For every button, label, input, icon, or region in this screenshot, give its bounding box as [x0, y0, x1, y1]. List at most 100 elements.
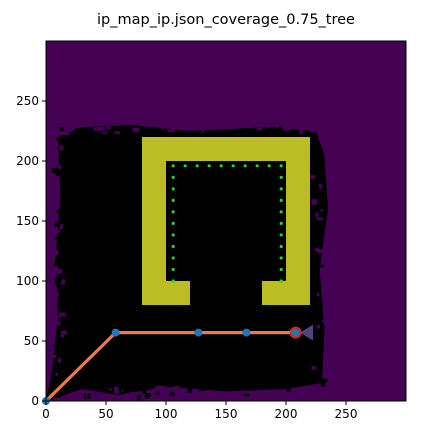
coverage-edge-speck [59, 127, 65, 132]
coverage-edge-speck [60, 235, 65, 239]
y-axis: 0 50 100 150 200 250 [16, 94, 46, 408]
coverage-edge-speck [57, 306, 63, 309]
coverage-edge-speck [132, 127, 140, 133]
coverage-edge-speck [318, 184, 323, 189]
coverage-edge-speck [58, 223, 63, 230]
coverage-edge-speck [57, 357, 62, 363]
goal-dot-right [279, 164, 283, 168]
heading-marker [300, 324, 313, 341]
x-tick-label: 250 [335, 407, 358, 421]
y-tick-label: 200 [16, 154, 39, 168]
coverage-edge-speck [93, 127, 100, 131]
y-tick-label: 0 [31, 394, 39, 408]
coverage-edge-speck [312, 240, 319, 246]
coverage-edge-speck [303, 387, 307, 391]
goal-dot-right [279, 221, 283, 225]
coverage-edge-speck [312, 163, 320, 169]
y-tick-label: 150 [16, 214, 39, 228]
coverage-edge-speck [59, 273, 65, 277]
coverage-edge-speck [173, 386, 180, 390]
x-tick-label: 150 [215, 407, 238, 421]
coverage-edge-speck [310, 155, 315, 160]
coverage-edge-speck [170, 391, 175, 396]
plot-area [42, 40, 407, 405]
goal-dot-right [279, 187, 283, 191]
coverage-edge-speck [172, 126, 176, 131]
coverage-edge-speck [126, 388, 132, 391]
goal-dot-left [171, 256, 175, 260]
path [42, 324, 313, 405]
goal-dot-right [279, 256, 283, 260]
coverage-edge-speck [161, 393, 165, 398]
y-tick-label: 50 [24, 334, 39, 348]
coverage-edge-speck [283, 125, 288, 132]
coverage-edge-speck [63, 129, 70, 136]
coverage-edge-speck [160, 125, 164, 130]
path-node [194, 328, 203, 337]
coverage-edge-speck [55, 130, 59, 133]
goal-dot-right [279, 244, 283, 249]
coverage-edge-speck [52, 167, 60, 174]
x-tick-label: 100 [155, 407, 178, 421]
x-tick-label: 200 [275, 407, 298, 421]
coverage-edge-speck [53, 264, 57, 268]
coverage-edge-speck [311, 236, 316, 239]
coverage-edge-speck [160, 385, 166, 391]
coverage-edge-speck [318, 235, 321, 239]
coverage-edge-speck [55, 258, 61, 263]
coverage-edge-speck [101, 131, 108, 134]
goal-dot-right [279, 210, 283, 214]
coverage-edge-speck [317, 217, 324, 221]
coverage-edge-speck [55, 367, 60, 371]
coverage-edge-speck [60, 159, 67, 163]
goal-dot-right [279, 267, 283, 272]
coverage-edge-speck [114, 387, 119, 394]
coverage-edge-speck [76, 131, 82, 138]
coverage-edge-speck [320, 209, 324, 212]
goal-dot-left [171, 221, 175, 225]
coverage-edge-speck [290, 392, 296, 397]
coverage-edge-speck [312, 131, 315, 136]
coverage-edge-speck [59, 214, 62, 218]
goal-dot-right [279, 175, 283, 179]
coverage-edge-speck [54, 278, 62, 284]
coverage-edge-speck [310, 217, 314, 220]
coverage-edge-speck [58, 392, 62, 398]
coverage-edge-speck [60, 216, 66, 222]
coverage-edge-speck [102, 388, 110, 392]
coverage-edge-speck [58, 131, 66, 135]
coverage-edge-speck [315, 212, 319, 218]
goal-dot-top [255, 164, 259, 168]
coverage-edge-speck [320, 264, 324, 268]
coverage-edge-speck [278, 126, 283, 132]
goal-dot-left [171, 198, 175, 202]
coverage-edge-speck [311, 199, 318, 206]
coverage-edge-speck [199, 386, 207, 391]
coverage-edge-speck [319, 197, 324, 201]
coverage-edge-speck [55, 171, 62, 177]
coverage-edge-speck [55, 236, 60, 240]
goal-dot-top [183, 164, 187, 168]
chart-title: ip_map_ip.json_coverage_0.75_tree [97, 12, 355, 28]
y-tick-label: 250 [16, 94, 39, 108]
coverage-edge-speck [311, 366, 317, 370]
goal-dot-left [171, 279, 175, 283]
coverage-edge-speck [61, 390, 66, 393]
coverage-edge-speck [52, 193, 59, 199]
coverage-edge-speck [318, 138, 325, 141]
coverage-edge-speck [99, 128, 102, 135]
goal-dot-left [171, 164, 175, 168]
coverage-edge-speck [59, 312, 66, 317]
coverage-edge-speck [114, 131, 121, 134]
goal-dot-top [219, 164, 223, 168]
coverage-edge-speck [320, 382, 325, 387]
path-node [291, 328, 300, 337]
coverage-edge-speck [317, 308, 321, 315]
coverage-edge-speck [309, 128, 316, 133]
path-node [242, 328, 251, 337]
coverage-edge-speck [60, 334, 65, 338]
coverage-edge-speck [286, 388, 291, 392]
goal-dot-right [279, 198, 283, 202]
coverage-edge-speck [58, 165, 62, 170]
